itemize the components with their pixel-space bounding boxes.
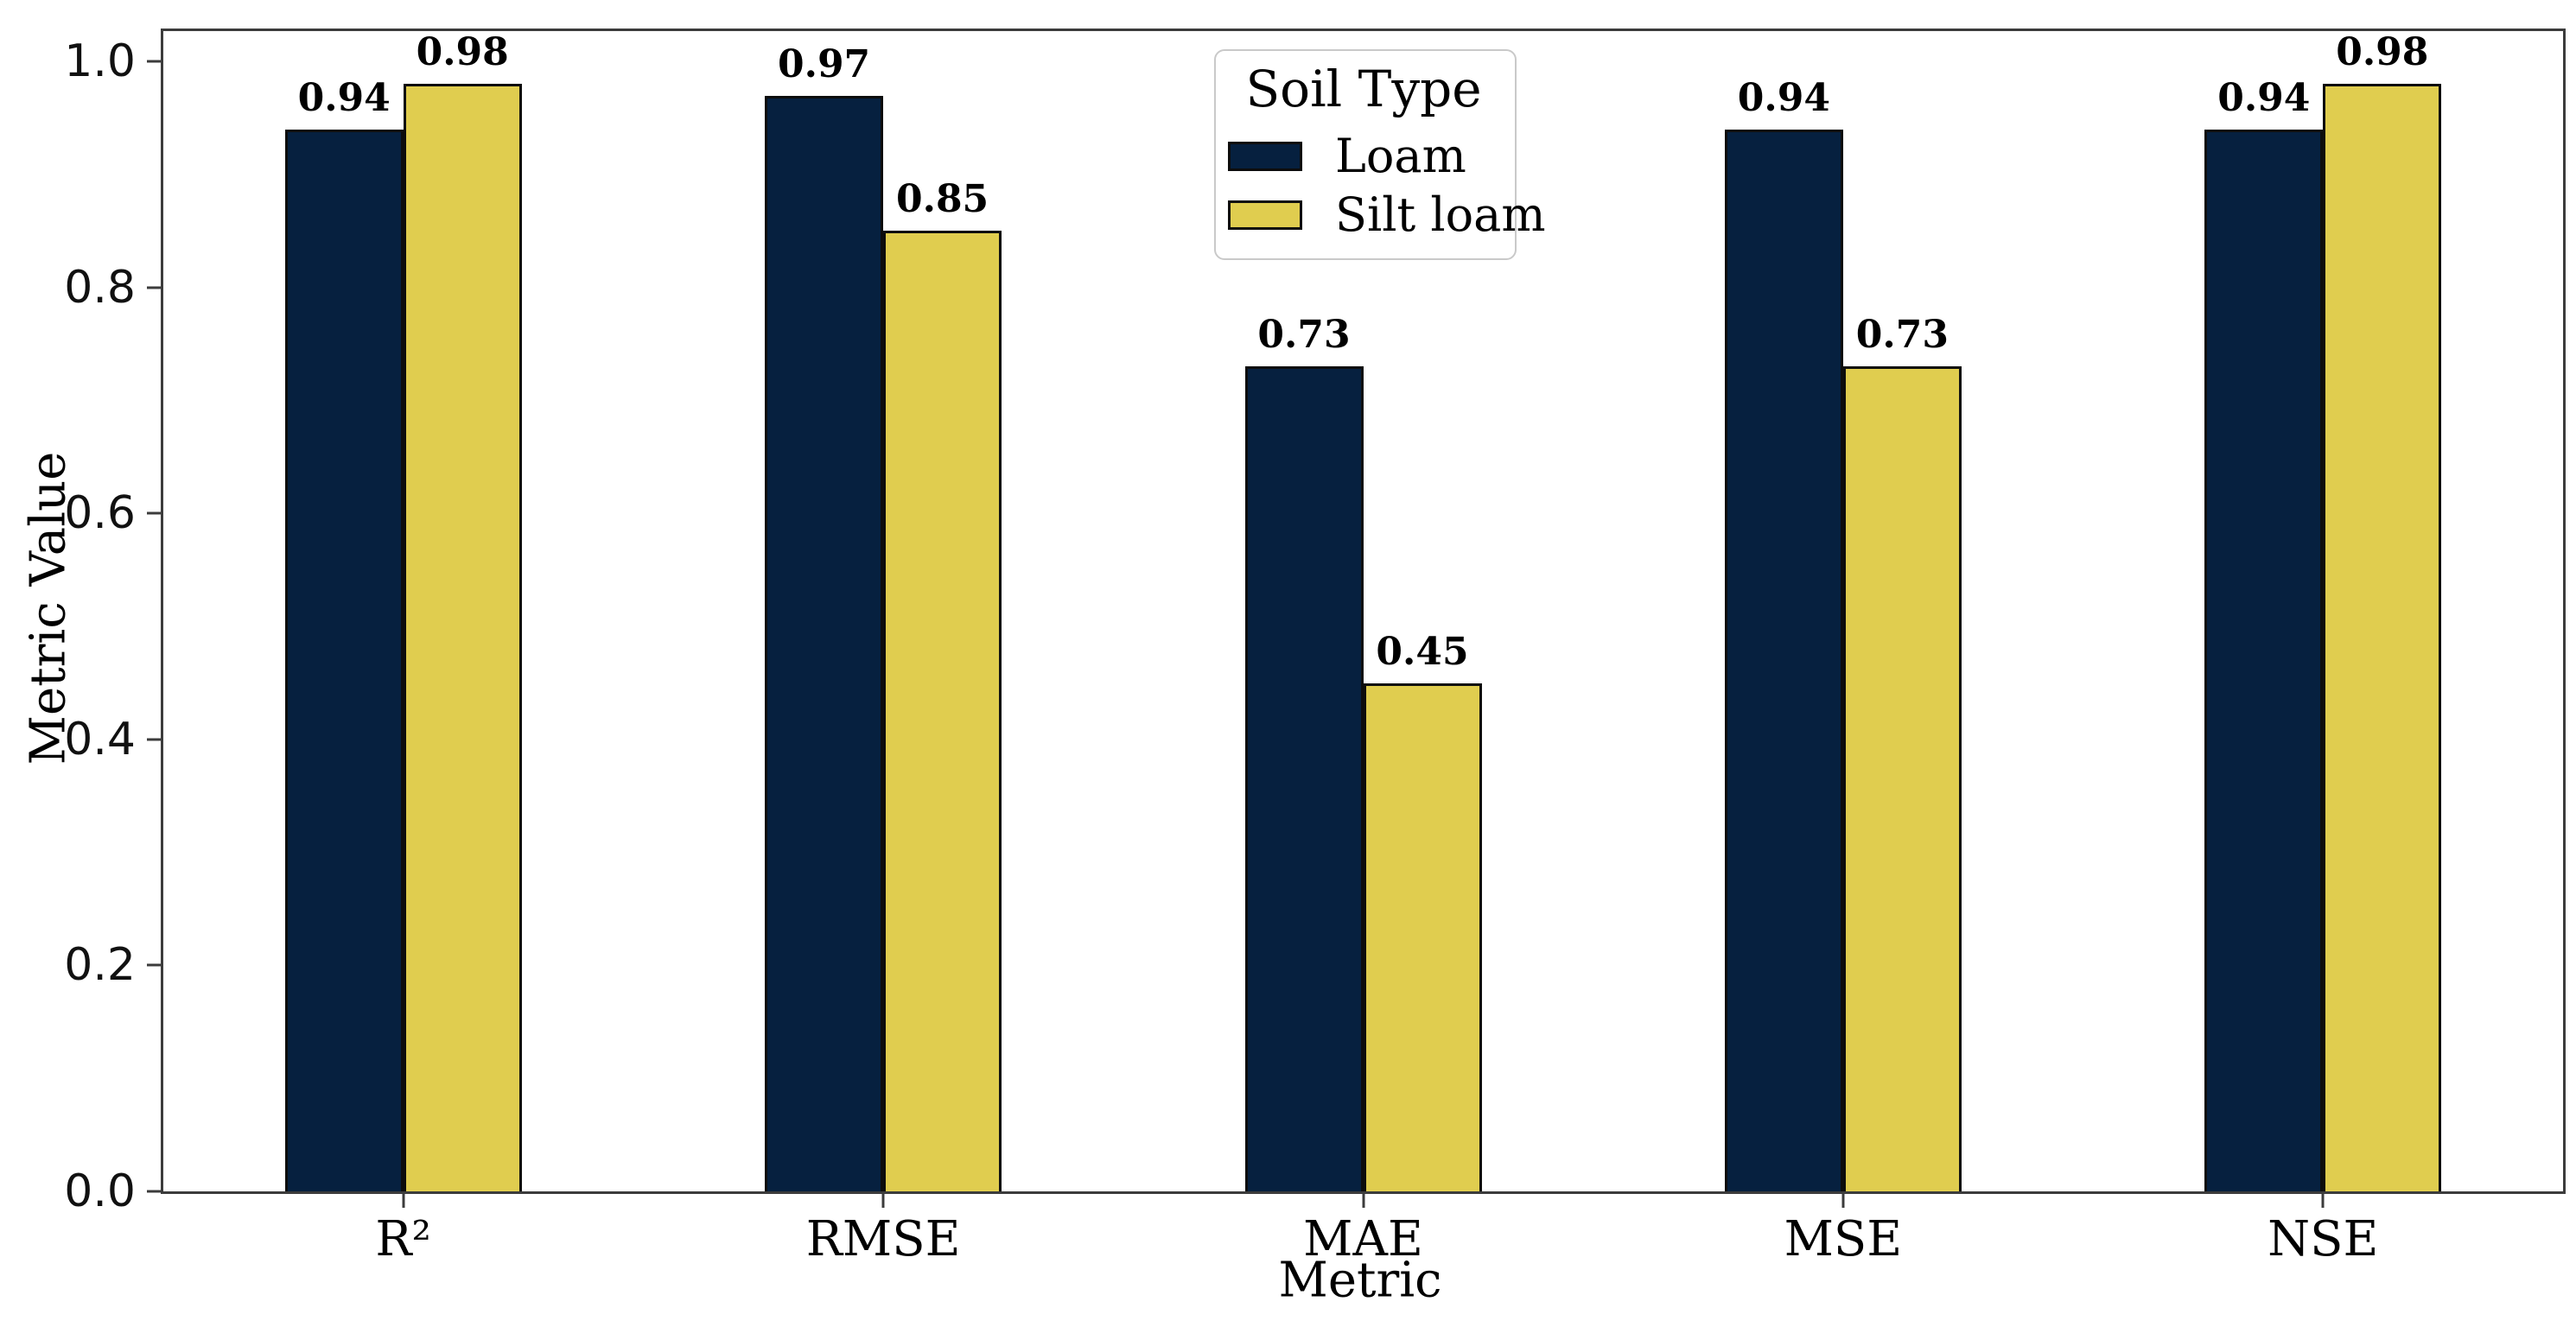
x-axis-tick xyxy=(2321,1194,2325,1208)
bar-value-label: 0.45 xyxy=(1376,629,1469,674)
x-axis-tick xyxy=(881,1194,885,1208)
bar-value-label: 0.98 xyxy=(416,30,509,75)
x-tick-label: MSE xyxy=(1784,1211,1903,1267)
y-tick-label: 1.0 xyxy=(64,35,136,88)
bar-silt-loam-mae xyxy=(1363,683,1482,1191)
legend-title: Soil Type xyxy=(1245,60,1482,118)
legend-label-silt-loam: Silt loam xyxy=(1335,187,1546,242)
x-tick-label: MAE xyxy=(1303,1211,1423,1267)
x-axis-tick xyxy=(402,1194,405,1208)
bar-silt-loam-nse xyxy=(2323,84,2442,1191)
bar-value-label: 0.97 xyxy=(778,41,871,86)
bar-loam-rmse xyxy=(765,95,884,1191)
y-axis-tick xyxy=(147,738,161,741)
legend-label-loam: Loam xyxy=(1335,128,1466,183)
bar-value-label: 0.94 xyxy=(2217,75,2311,120)
bar-silt-loam-r² xyxy=(403,84,522,1191)
y-tick-label: 0.8 xyxy=(64,261,136,314)
bar-loam-mae xyxy=(1244,366,1364,1191)
loam-color-swatch xyxy=(1228,141,1302,171)
y-axis-tick xyxy=(147,286,161,289)
legend-item-silt-loam: Silt loam xyxy=(1228,186,1546,244)
x-axis-tick xyxy=(1841,1194,1845,1208)
silt-loam-color-swatch xyxy=(1228,200,1302,230)
y-axis-tick xyxy=(147,963,161,967)
y-axis-tick xyxy=(147,60,161,63)
x-tick-label: RMSE xyxy=(805,1211,961,1267)
y-tick-label: 0.2 xyxy=(64,939,136,992)
y-tick-label: 0.6 xyxy=(64,487,136,540)
y-tick-label: 0.4 xyxy=(64,713,136,765)
x-axis-tick xyxy=(1362,1194,1364,1208)
y-axis-tick xyxy=(147,1190,161,1193)
y-axis-tick xyxy=(147,511,161,515)
bar-value-label: 0.98 xyxy=(2336,30,2429,75)
bar-value-label: 0.85 xyxy=(896,177,989,222)
legend-item-loam: Loam xyxy=(1228,127,1499,186)
x-axis-label: Metric xyxy=(1278,1252,1442,1309)
bar-value-label: 0.73 xyxy=(1257,313,1351,358)
bar-loam-r² xyxy=(284,129,404,1191)
bar-value-label: 0.73 xyxy=(1855,313,1949,358)
bar-silt-loam-rmse xyxy=(883,231,1002,1191)
bar-value-label: 0.94 xyxy=(1737,75,1830,120)
y-tick-label: 0.0 xyxy=(64,1165,136,1217)
x-tick-label: NSE xyxy=(2268,1211,2379,1267)
x-tick-label: R² xyxy=(375,1211,431,1267)
bar-loam-nse xyxy=(2204,129,2324,1191)
bar-value-label: 0.94 xyxy=(297,75,391,120)
legend: Soil Type Loam Silt loam xyxy=(1214,49,1546,260)
bar-loam-mse xyxy=(1724,129,1843,1191)
bar-silt-loam-mse xyxy=(1842,366,1962,1191)
